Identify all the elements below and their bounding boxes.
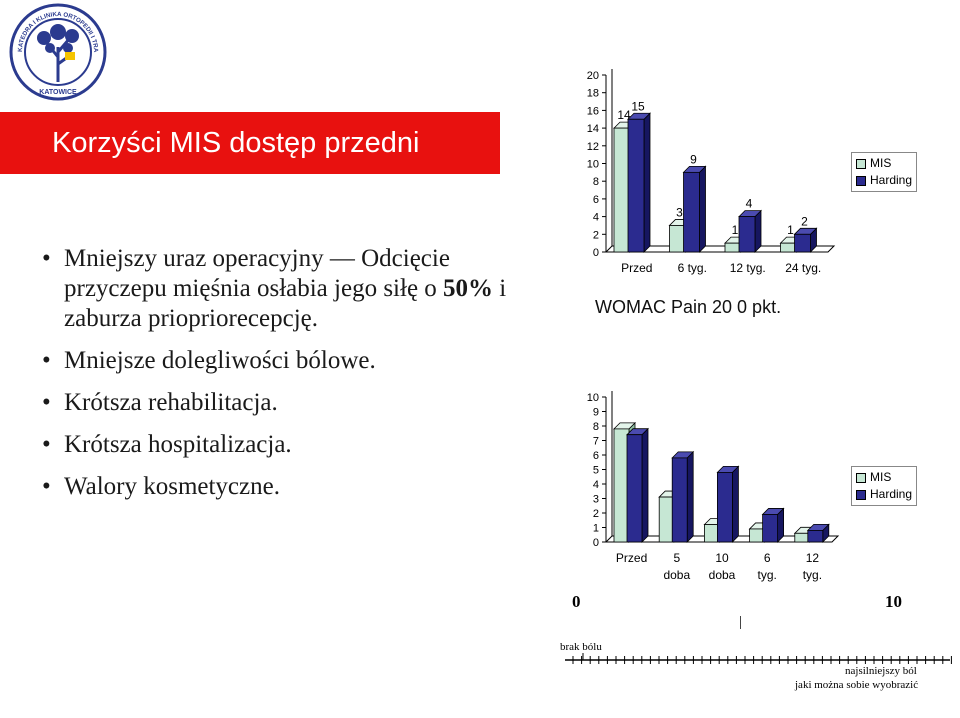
- bar: [762, 514, 779, 543]
- y-tick-label: 1: [593, 523, 599, 535]
- bullet-text-bold: 50%: [443, 275, 494, 302]
- y-tick-label: 20: [587, 70, 599, 82]
- bar: [780, 242, 797, 253]
- data-label: 15: [631, 99, 645, 113]
- chart1-caption: WOMAC Pain 20 0 pkt.: [595, 297, 782, 317]
- y-tick-label: 6: [593, 450, 599, 462]
- y-tick-label: 0: [593, 537, 599, 549]
- scale-right-text-2: jaki można sobie wyobrazić: [794, 679, 918, 691]
- y-tick-label: 0: [593, 247, 599, 259]
- data-label: 4: [746, 197, 753, 211]
- scale-max-label: 10: [885, 592, 902, 611]
- bar: [738, 216, 756, 253]
- x-tick-label: doba: [709, 568, 736, 582]
- bar: [716, 472, 733, 543]
- x-tick-label: tyg.: [758, 568, 777, 582]
- x-tick-label: 6: [764, 551, 771, 565]
- y-tick-label: 9: [593, 407, 599, 419]
- bar-side: [641, 427, 649, 543]
- bar: [724, 242, 742, 253]
- bullet-item: Mniejszy uraz operacyjny — Odcięcie przy…: [42, 244, 512, 334]
- y-tick-label: 12: [587, 141, 599, 153]
- legend-label-harding: Harding: [870, 487, 913, 501]
- x-tick-label: Przed: [621, 261, 652, 275]
- bullet-item: Krótsza rehabilitacja.: [42, 388, 512, 418]
- x-tick-label: 12: [806, 551, 820, 565]
- data-label: 2: [801, 214, 808, 228]
- x-tick-label: 5: [673, 551, 680, 565]
- pain-scale: 0 10 | brak bólu najsilniejszy ból jaki …: [560, 592, 952, 691]
- page-title: Korzyści MIS dostęp przedni: [52, 127, 420, 159]
- title-bar: [0, 112, 500, 174]
- y-tick-label: 14: [587, 123, 599, 135]
- bar: [807, 529, 824, 543]
- y-tick-label: 3: [593, 494, 599, 506]
- y-tick-label: 7: [593, 436, 599, 448]
- bar: [626, 434, 643, 543]
- bar: [613, 127, 631, 253]
- x-tick-label: 6 tyg.: [678, 261, 707, 275]
- clinic-logo: KATEDRA I KLINIKA ORTOPEDII I TRAUMATOLO…: [8, 2, 107, 101]
- legend-swatch-mis: [856, 472, 866, 483]
- bullet-item: Mniejsze dolegliwości bólowe.: [42, 346, 512, 376]
- bar-side: [754, 209, 762, 253]
- bar: [627, 118, 645, 253]
- bullet-text-post: i zaburza priopriorecepcję.: [64, 275, 507, 332]
- y-tick-label: 10: [587, 392, 599, 404]
- chart2-legend: MIS Harding: [851, 466, 918, 506]
- legend-swatch-harding: [856, 175, 866, 186]
- logo-city-text: KATOWICE: [39, 89, 77, 96]
- x-tick-label: Przed: [616, 551, 647, 565]
- legend-label-mis: MIS: [870, 156, 892, 170]
- x-tick-label: 24 tyg.: [785, 261, 821, 275]
- y-tick-label: 10: [587, 159, 599, 171]
- bar: [683, 171, 700, 253]
- bar-side: [643, 112, 651, 253]
- bar: [671, 457, 688, 543]
- data-label: 1: [787, 223, 794, 237]
- y-tick-label: 5: [593, 465, 599, 477]
- bar-side: [699, 165, 706, 253]
- x-tick-label: 10: [715, 551, 729, 565]
- data-label: 1: [732, 223, 739, 237]
- y-tick-label: 2: [593, 229, 599, 241]
- legend-label-harding: Harding: [870, 173, 913, 187]
- y-tick-label: 4: [593, 479, 599, 491]
- legend-label-mis: MIS: [870, 470, 892, 484]
- legend-swatch-harding: [856, 489, 866, 500]
- data-label: 9: [690, 152, 697, 166]
- y-tick-label: 2: [593, 508, 599, 520]
- benefits-list: Mniejszy uraz operacyjny — Odcięcie przy…: [42, 244, 512, 514]
- scale-marker: |: [739, 614, 742, 630]
- x-tick-label: 12 tyg.: [730, 261, 766, 275]
- scale-right-text-1: najsilniejszy ból: [845, 665, 917, 677]
- scale-left-text: brak bólu: [560, 641, 602, 653]
- chart1-legend: MIS Harding: [851, 152, 918, 192]
- y-tick-label: 8: [593, 176, 599, 188]
- y-tick-label: 4: [593, 212, 599, 224]
- scale-min-label: 0: [572, 592, 581, 611]
- y-tick-label: 16: [587, 105, 599, 117]
- bullet-item: Walory kosmetyczne.: [42, 472, 512, 502]
- bar-side: [732, 465, 739, 543]
- y-tick-label: 18: [587, 88, 599, 100]
- x-tick-label: doba: [663, 568, 690, 582]
- scale-ticks: [572, 656, 952, 664]
- y-tick-label: 8: [593, 421, 599, 433]
- bar-side: [686, 450, 694, 543]
- bullet-item: Krótsza hospitalizacja.: [42, 430, 512, 460]
- data-label: 3: [676, 205, 683, 219]
- bar: [794, 233, 811, 253]
- x-tick-label: tyg.: [803, 568, 822, 582]
- bar: [669, 225, 686, 253]
- legend-swatch-mis: [856, 158, 866, 169]
- bullet-text-pre: Mniejszy uraz operacyjny — Odcięcie przy…: [64, 245, 450, 302]
- y-tick-label: 6: [593, 194, 599, 206]
- data-label: 14: [617, 108, 631, 122]
